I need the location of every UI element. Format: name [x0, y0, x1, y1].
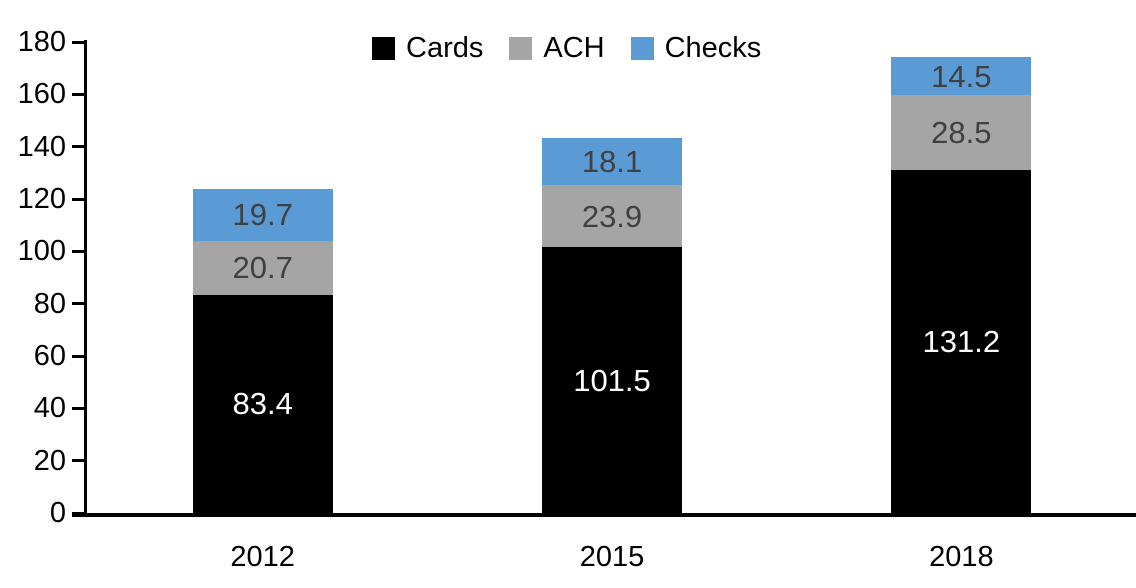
y-tick-label: 0: [49, 497, 66, 529]
legend-label-ach: ACH: [543, 32, 605, 64]
bar-segment-ach-2015: 23.9: [542, 184, 682, 248]
y-tick: [72, 40, 84, 44]
bar-value-label: 14.5: [931, 58, 992, 94]
bar-segment-checks-2012: 19.7: [192, 189, 333, 241]
y-tick-label: 60: [33, 340, 66, 372]
y-tick: [72, 302, 84, 306]
bar-value-label: 23.9: [581, 198, 643, 234]
y-tick-label: 120: [17, 183, 66, 215]
bar-value-label: 83.4: [232, 386, 293, 422]
y-tick-label: 40: [33, 392, 66, 425]
bar-value-label: 28.5: [931, 114, 992, 150]
bar-segment-cards-2012: 83.4: [192, 294, 333, 513]
legend-label-checks: Checks: [664, 32, 762, 64]
bar-segment-cards-2018: 131.2: [891, 169, 1032, 513]
y-axis-line: [84, 40, 87, 517]
y-tick-label: 180: [17, 26, 66, 58]
bar-segment-ach-2012: 20.7: [192, 240, 333, 295]
bar-segment-checks-2018: 14.5: [891, 57, 1032, 96]
y-tick: [72, 92, 84, 96]
legend-label-cards: Cards: [406, 32, 484, 64]
bar-value-label: 131.2: [922, 323, 1001, 359]
y-tick: [72, 354, 84, 358]
bar-value-label: 18.1: [581, 143, 643, 179]
bar-value-label: 20.7: [232, 250, 293, 286]
x-axis-label-2012: 2012: [230, 541, 295, 573]
bar-segment-checks-2015: 18.1: [542, 137, 682, 185]
y-tick-label: 20: [33, 444, 66, 477]
y-tick: [72, 406, 84, 410]
bar-segment-cards-2015: 101.5: [542, 247, 682, 513]
y-tick-label: 80: [33, 287, 66, 320]
y-tick-label: 100: [17, 235, 66, 268]
legend-swatch-checks: [630, 37, 654, 60]
y-tick: [72, 145, 84, 149]
legend-item-ach: ACH: [509, 32, 605, 64]
y-tick-label: 140: [17, 130, 66, 163]
y-tick: [72, 197, 84, 201]
y-tick: [72, 249, 84, 253]
bar-segment-ach-2018: 28.5: [891, 95, 1032, 170]
x-axis-line: [72, 513, 1136, 517]
legend-item-checks: Checks: [630, 32, 762, 64]
legend: Cards ACH Checks: [372, 34, 761, 63]
bar-value-label: 19.7: [232, 197, 293, 233]
legend-item-cards: Cards: [372, 34, 483, 63]
y-tick-label: 160: [17, 78, 66, 111]
legend-swatch-cards: [372, 37, 395, 60]
x-axis-label-2015: 2015: [579, 541, 645, 573]
legend-swatch-ach: [509, 37, 533, 60]
bar-value-label: 101.5: [573, 362, 651, 398]
y-tick: [72, 459, 84, 463]
x-axis-label-2018: 2018: [929, 541, 994, 573]
